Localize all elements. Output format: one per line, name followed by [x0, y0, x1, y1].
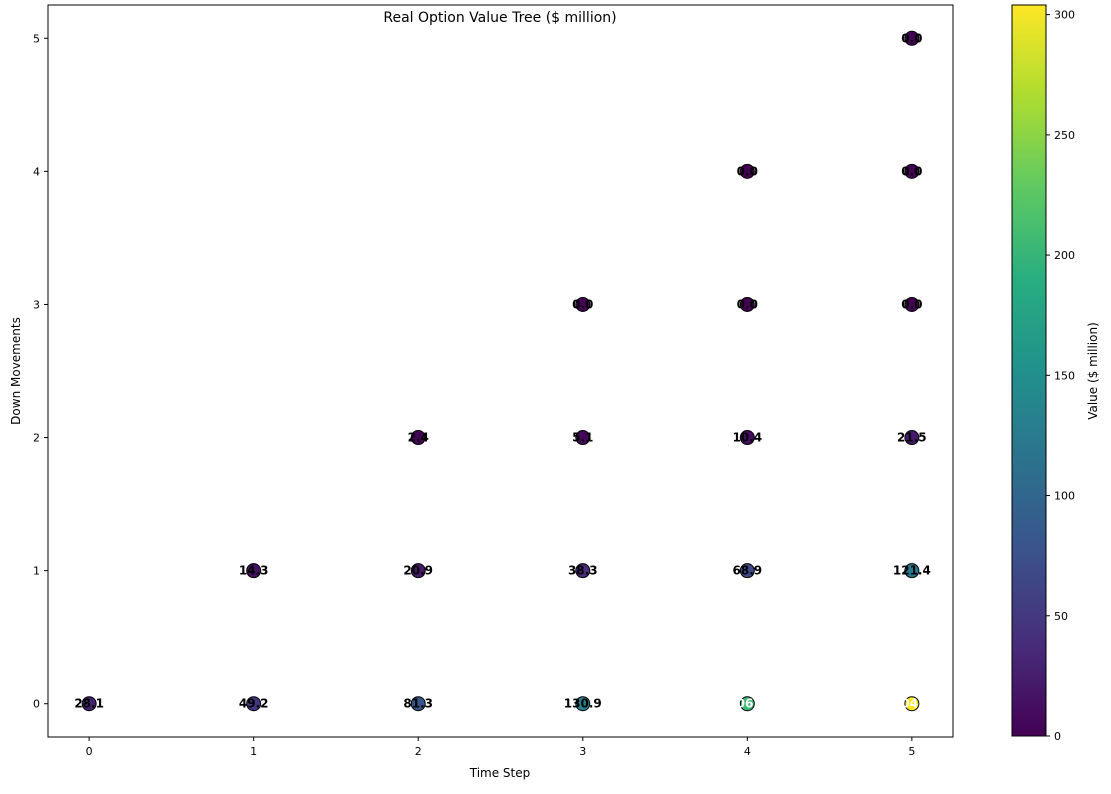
x-tick-label: 0	[86, 745, 93, 758]
colorbar-tick-label: 300	[1054, 9, 1075, 22]
node-value-label: 121.4	[893, 564, 931, 578]
node-value-label: 0.0	[572, 297, 593, 311]
node-value-label: 20.9	[403, 564, 433, 578]
tree-node	[739, 696, 755, 712]
colorbar-label: Value ($ million)	[1086, 322, 1100, 420]
colorbar-tick-label: 250	[1054, 129, 1075, 142]
tree-node	[410, 430, 426, 446]
tree-node	[246, 563, 262, 579]
node-value-label: 0.0	[901, 31, 922, 45]
node-value-label: 28.1	[74, 697, 104, 711]
tree-node	[904, 430, 920, 446]
y-tick-label: 0	[33, 698, 40, 711]
plot-area	[47, 4, 954, 738]
colorbar	[1011, 4, 1047, 737]
y-tick-label: 3	[33, 298, 40, 311]
node-value-label: 81.3	[403, 697, 433, 711]
tree-node	[739, 296, 755, 312]
tree-node	[575, 696, 591, 712]
tree-node	[575, 296, 591, 312]
node-value-label: 0.0	[737, 297, 758, 311]
node-value-label: 38.3	[568, 564, 598, 578]
node-value-label: 0.0	[737, 164, 758, 178]
node-value-label: 2.4	[408, 431, 429, 445]
tree-node	[739, 563, 755, 579]
tree-node	[739, 430, 755, 446]
tree-node	[246, 696, 262, 712]
node-value-label: 304.3	[893, 697, 931, 711]
tree-node	[739, 163, 755, 179]
tree-node	[410, 696, 426, 712]
node-value-label: 21.5	[897, 431, 927, 445]
tree-node	[410, 563, 426, 579]
node-value-label: 5.1	[572, 431, 593, 445]
x-tick-label: 1	[250, 745, 257, 758]
node-value-label: 206.3	[728, 697, 766, 711]
colorbar-tick-label: 50	[1054, 610, 1068, 623]
tree-node	[904, 296, 920, 312]
node-value-label: 0.0	[901, 297, 922, 311]
x-tick-label: 3	[579, 745, 586, 758]
tree-node	[575, 563, 591, 579]
tree-node	[81, 696, 97, 712]
colorbar-tick-label: 0	[1054, 730, 1061, 743]
tree-node	[904, 696, 920, 712]
node-value-label: 49.2	[239, 697, 269, 711]
colorbar-tick-label: 100	[1054, 490, 1075, 503]
x-tick-label: 4	[744, 745, 751, 758]
chart-title: Real Option Value Tree ($ million)	[383, 10, 616, 26]
tree-node	[904, 563, 920, 579]
tree-node	[575, 430, 591, 446]
y-axis-label: Down Movements	[9, 317, 23, 425]
node-value-label: 14.3	[239, 564, 269, 578]
y-tick-label: 2	[33, 432, 40, 445]
tree-node	[904, 163, 920, 179]
node-value-label: 10.4	[733, 431, 763, 445]
y-tick-label: 4	[33, 165, 40, 178]
y-tick-label: 5	[33, 32, 40, 45]
tree-node	[904, 30, 920, 46]
node-value-label: 0.0	[901, 164, 922, 178]
colorbar-tick-label: 200	[1054, 249, 1075, 262]
y-tick-label: 1	[33, 565, 40, 578]
colorbar-tick-label: 150	[1054, 369, 1075, 382]
node-value-label: 130.9	[564, 697, 602, 711]
x-tick-label: 2	[415, 745, 422, 758]
node-value-label: 68.9	[733, 564, 763, 578]
x-axis-label: Time Step	[469, 766, 531, 780]
x-tick-label: 5	[908, 745, 915, 758]
